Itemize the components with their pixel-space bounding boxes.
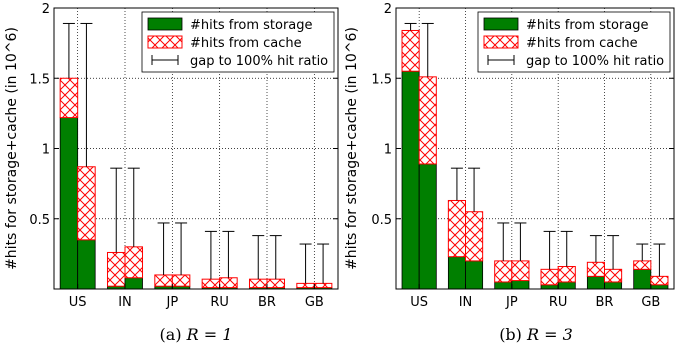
- bar-storage-br: [604, 281, 623, 290]
- x-tick-label: BR: [258, 295, 276, 310]
- subfigure-caption: (b) R = 3: [499, 325, 573, 344]
- bar-storage-gb: [650, 284, 669, 290]
- bar-cache-br: [248, 278, 268, 289]
- legend-swatch-cache: [483, 35, 519, 49]
- legend: #hits from storage #hits from cache gap to…: [141, 11, 335, 73]
- bar-cache-ru: [540, 268, 559, 286]
- bar-storage-us: [77, 239, 96, 290]
- bar-cache-us: [401, 29, 420, 72]
- bar-cache-jp: [171, 274, 191, 287]
- legend-label-gap: gap to 100% hit ratio: [526, 54, 664, 69]
- bar-cache-ru: [201, 278, 221, 289]
- bar-cache-in: [106, 251, 126, 287]
- x-tick-label: JP: [165, 295, 178, 310]
- legend-label-storage: #hits from storage: [526, 18, 649, 33]
- caption-math: R = 1: [186, 325, 233, 344]
- bar-storage-us: [59, 117, 79, 290]
- bar-cache-ru: [219, 277, 238, 289]
- legend-swatch-storage: [483, 17, 519, 31]
- bar-cache-us: [77, 166, 96, 241]
- caption-math: R = 3: [526, 325, 573, 344]
- y-tick-label: 2: [42, 2, 50, 17]
- bar-cache-jp: [511, 260, 530, 282]
- legend-label-cache: #hits from cache: [526, 36, 638, 51]
- bar-cache-ru: [557, 266, 576, 283]
- legend-label-cache: #hits from cache: [190, 36, 302, 51]
- legend-label-storage: #hits from storage: [190, 18, 313, 33]
- y-tick-label: 0.5: [371, 213, 392, 228]
- y-tick-label: 1: [384, 143, 392, 158]
- subfigure-caption: (a) R = 1: [160, 325, 233, 344]
- y-tick-label: 1.5: [371, 72, 392, 87]
- bar-storage-ru: [540, 284, 559, 290]
- caption-label: (a): [160, 325, 187, 344]
- bar-cache-us: [418, 76, 437, 165]
- bar-cache-gb: [633, 260, 652, 270]
- bar-cache-in: [124, 246, 144, 279]
- bar-storage-ru: [557, 281, 576, 290]
- bar-storage-jp: [494, 281, 513, 290]
- bar-storage-in: [465, 260, 484, 290]
- legend-label-gap: gap to 100% hit ratio: [190, 54, 328, 69]
- x-tick-label: US: [69, 295, 87, 310]
- bar-cache-in: [447, 199, 466, 258]
- bar-cache-gb: [650, 275, 669, 286]
- bar-storage-us: [418, 163, 437, 290]
- bar-cache-br: [604, 268, 623, 283]
- bar-storage-br: [586, 275, 605, 290]
- bar-storage-in: [447, 256, 466, 290]
- x-tick-label: GB: [641, 295, 660, 310]
- caption-label: (b): [499, 325, 527, 344]
- bar-cache-jp: [494, 260, 513, 283]
- x-tick-label: BR: [596, 295, 614, 310]
- y-tick-label: 1: [42, 143, 50, 158]
- y-tick-label: 2: [384, 2, 392, 17]
- legend: #hits from storage #hits from cache gap to…: [477, 11, 671, 73]
- bar-storage-gb: [633, 268, 652, 290]
- x-tick-label: US: [410, 295, 428, 310]
- x-tick-label: RU: [210, 295, 229, 310]
- bar-cache-gb: [296, 282, 315, 289]
- bar-storage-us: [401, 70, 420, 290]
- bar-cache-gb: [313, 282, 333, 289]
- bar-cache-br: [266, 278, 286, 289]
- legend-swatch-storage: [147, 17, 183, 31]
- chart-panel-r1: 0.5 1 1.5 2 US IN JP RU BR GB #hits for storage+ca…: [4, 2, 339, 344]
- y-axis-label: #hits for storage+cache (in 10^6): [4, 27, 20, 270]
- x-tick-label: IN: [459, 295, 473, 310]
- bar-cache-in: [465, 211, 484, 262]
- legend-swatch-cache: [147, 35, 183, 49]
- y-tick-label: 1.5: [29, 72, 50, 87]
- bar-cache-jp: [154, 274, 173, 287]
- x-tick-label: RU: [549, 295, 568, 310]
- x-tick-label: IN: [118, 295, 132, 310]
- x-tick-label: GB: [305, 295, 324, 310]
- y-axis-label: #hits for storage+cache (in 10^6): [344, 27, 360, 270]
- x-tick-label: JP: [505, 295, 518, 310]
- y-tick-label: 0.5: [29, 213, 50, 228]
- bar-storage-in: [124, 277, 143, 290]
- bar-cache-br: [586, 261, 606, 277]
- bar-storage-jp: [511, 280, 530, 290]
- chart-panel-r3: 0.5 1 1.5 2 US IN JP RU BR GB #hits for storage+ca…: [344, 2, 675, 344]
- bar-cache-us: [59, 77, 79, 119]
